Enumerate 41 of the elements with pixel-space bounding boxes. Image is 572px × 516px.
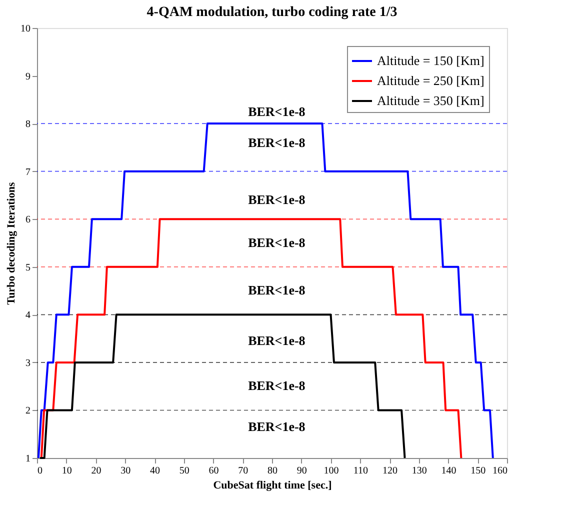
x-tick-label: 80	[268, 466, 278, 476]
y-tick-label: 2	[26, 406, 30, 417]
x-tick-label: 120	[382, 466, 398, 476]
legend-label: Altitude = 150 [Km]	[377, 53, 484, 68]
x-tick-label: 30	[120, 466, 131, 476]
y-tick-label: 4	[26, 310, 30, 322]
annotation: BER<1e-8	[248, 192, 306, 207]
annotation: BER<1e-8	[248, 419, 306, 434]
x-tick-label: 60	[208, 466, 219, 476]
y-tick-label: 8	[26, 119, 30, 130]
y-tick-label: 1	[26, 454, 30, 464]
annotation: BER<1e-8	[248, 235, 306, 250]
chart-title: 4-QAM modulation, turbo coding rate 1/3	[146, 5, 398, 20]
legend-label: Altitude = 350 [Km]	[377, 93, 484, 108]
x-tick-label: 20	[91, 466, 102, 476]
annotation: BER<1e-8	[248, 104, 306, 119]
x-tick-label: 110	[353, 466, 368, 476]
x-tick-label: 40	[150, 466, 160, 476]
annotation: BER<1e-8	[248, 378, 306, 394]
y-tick-label: 3	[26, 358, 30, 369]
legend-label: Altitude = 250 [Km]	[377, 73, 484, 88]
annotation: BER<1e-8	[248, 333, 306, 348]
annotation: BER<1e-8	[248, 282, 306, 298]
y-tick-label: 5	[26, 262, 30, 274]
x-axis-title: CubeSat flight time [sec.]	[213, 480, 332, 492]
x-tick-label: 100	[324, 466, 339, 476]
y-axis-title: Turbo decoding Iterations	[6, 182, 18, 305]
x-tick-label: 90	[296, 466, 307, 476]
annotation: BER<1e-8	[248, 134, 306, 150]
x-tick-label: 0	[38, 466, 42, 476]
y-tick-label: 10	[20, 24, 30, 34]
x-tick-label: 70	[238, 466, 248, 476]
y-tick-label: 6	[26, 214, 30, 226]
x-tick-label: 150	[470, 466, 486, 476]
x-tick-label: 50	[179, 466, 190, 476]
x-tick-label: 140	[441, 466, 456, 476]
x-tick-label: 130	[412, 466, 427, 476]
x-tick-label: 160	[492, 466, 508, 476]
y-tick-label: 9	[26, 71, 30, 82]
y-tick-label: 7	[26, 166, 30, 178]
x-tick-label: 10	[62, 466, 72, 476]
